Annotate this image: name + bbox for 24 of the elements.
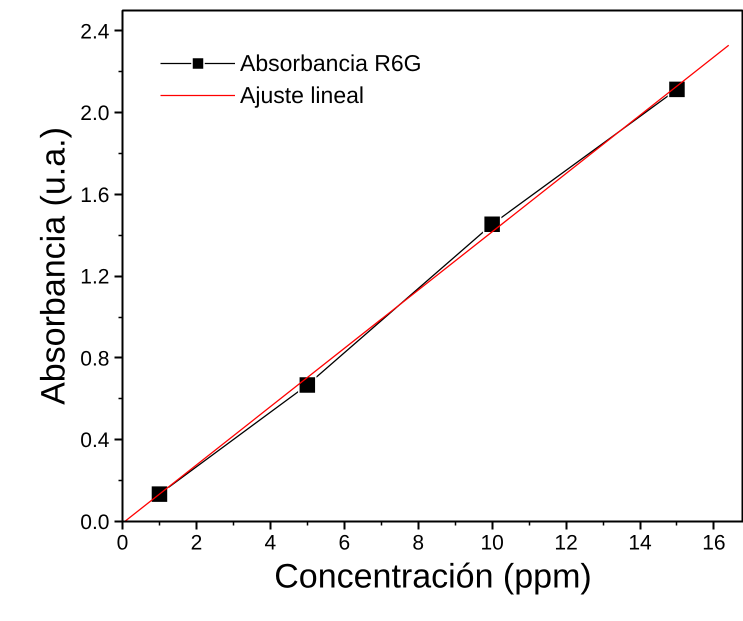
y-tick-label: 0.4 (80, 429, 110, 452)
legend-label: Absorbancia R6G (240, 50, 422, 76)
legend-label: Ajuste lineal (240, 82, 364, 108)
x-axis-title: Concentración (ppm) (274, 558, 592, 596)
x-tick-label: 10 (480, 532, 504, 554)
x-tick-label: 12 (554, 532, 578, 554)
x-tick-label: 16 (702, 532, 726, 554)
point (298, 376, 317, 394)
y-tick-label: 0.8 (80, 347, 110, 370)
y-tick-label: 1.2 (80, 266, 110, 289)
x-tick-label: 14 (628, 532, 652, 554)
x-tick-label: 4 (264, 532, 277, 554)
x-tick-label: 8 (412, 532, 424, 554)
point (668, 80, 686, 99)
y-tick-label: 2.0 (80, 102, 110, 126)
y-tick-label: 2.4 (80, 20, 110, 44)
y-axis-title: Absorbancia (u.a.) (34, 127, 72, 405)
y-tick-label: 1.6 (80, 184, 110, 207)
point (150, 484, 169, 504)
point (482, 215, 502, 234)
x-tick-label: 2 (190, 532, 202, 554)
x-tick-label: 6 (338, 532, 350, 554)
y-tick-label: 0.0 (80, 511, 110, 534)
x-tick-label: 0 (116, 532, 128, 554)
